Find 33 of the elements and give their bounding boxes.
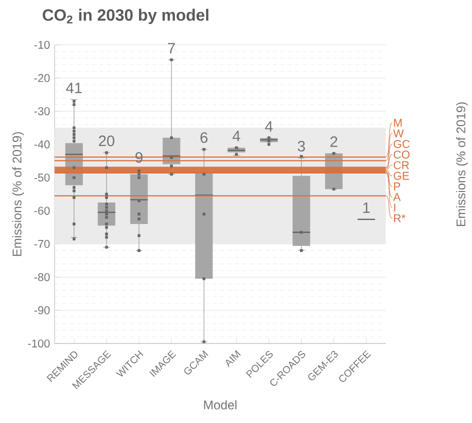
annotation: 41 bbox=[66, 82, 82, 93]
y-tick-label: -20 bbox=[34, 74, 50, 82]
y-tick-label: -100 bbox=[28, 339, 50, 348]
legend-label: CO bbox=[394, 150, 410, 158]
ref-line-label: GE bbox=[394, 172, 409, 180]
ref-line-label: GC bbox=[394, 140, 410, 148]
annotation: 2 bbox=[330, 136, 338, 147]
legend-title: Emissions (% of 2019) bbox=[456, 102, 468, 226]
ref-line-label: CR bbox=[394, 160, 409, 169]
chart-title: CO$_{2}$ in 2030 by model bbox=[42, 8, 208, 24]
legend-label: I bbox=[394, 204, 396, 212]
ref-line-label: M bbox=[394, 118, 402, 126]
y-tick-label: -30 bbox=[34, 106, 50, 115]
ref-line-label: W bbox=[393, 129, 404, 138]
annotation: 4 bbox=[265, 121, 273, 132]
ref-line-label: A bbox=[393, 192, 401, 201]
annotation: 4 bbox=[232, 130, 240, 142]
annotation: 3 bbox=[298, 140, 305, 152]
y-tick-label: -70 bbox=[34, 240, 50, 248]
y-tick-label: -90 bbox=[34, 306, 50, 314]
x-axis-title: Model bbox=[204, 400, 236, 410]
y-tick-label: -50 bbox=[34, 173, 50, 182]
annotation: 6 bbox=[200, 132, 208, 143]
y-axis-title: Emissions (% of 2019) bbox=[12, 132, 24, 256]
annotation: 7 bbox=[168, 42, 175, 54]
y-tick-label: -10 bbox=[34, 40, 50, 49]
y-tick-label: -80 bbox=[34, 272, 50, 281]
y-tick-label: -40 bbox=[34, 140, 50, 148]
y-tick-label: -60 bbox=[34, 206, 50, 215]
annotation: 1 bbox=[363, 202, 370, 213]
legend-label: P bbox=[394, 182, 400, 190]
ref-line-label: R* bbox=[394, 214, 406, 222]
annotation: 20 bbox=[98, 135, 114, 146]
